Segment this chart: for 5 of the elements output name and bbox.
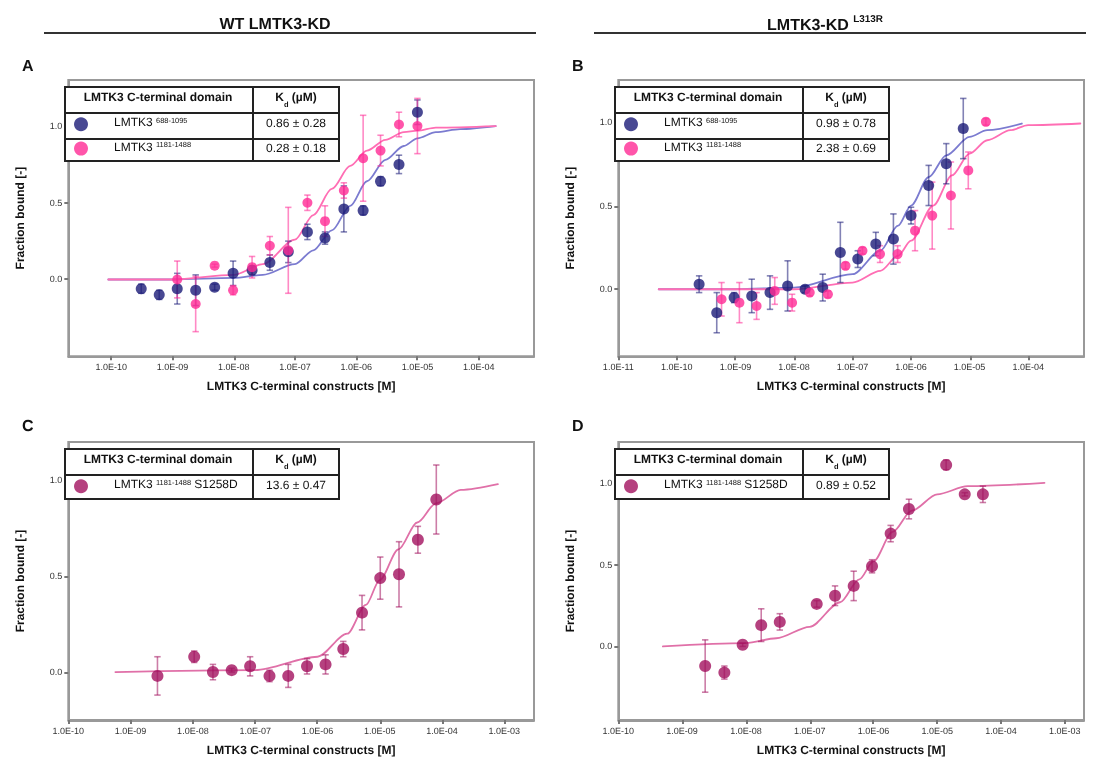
chart-subtitle: A	[22, 57, 34, 75]
chart-subtitle: D	[572, 417, 584, 435]
chart-subtitle: C	[22, 417, 34, 435]
chart-title: WT LMTK3-KD	[219, 15, 331, 33]
chart-subtitle: B	[572, 57, 584, 75]
